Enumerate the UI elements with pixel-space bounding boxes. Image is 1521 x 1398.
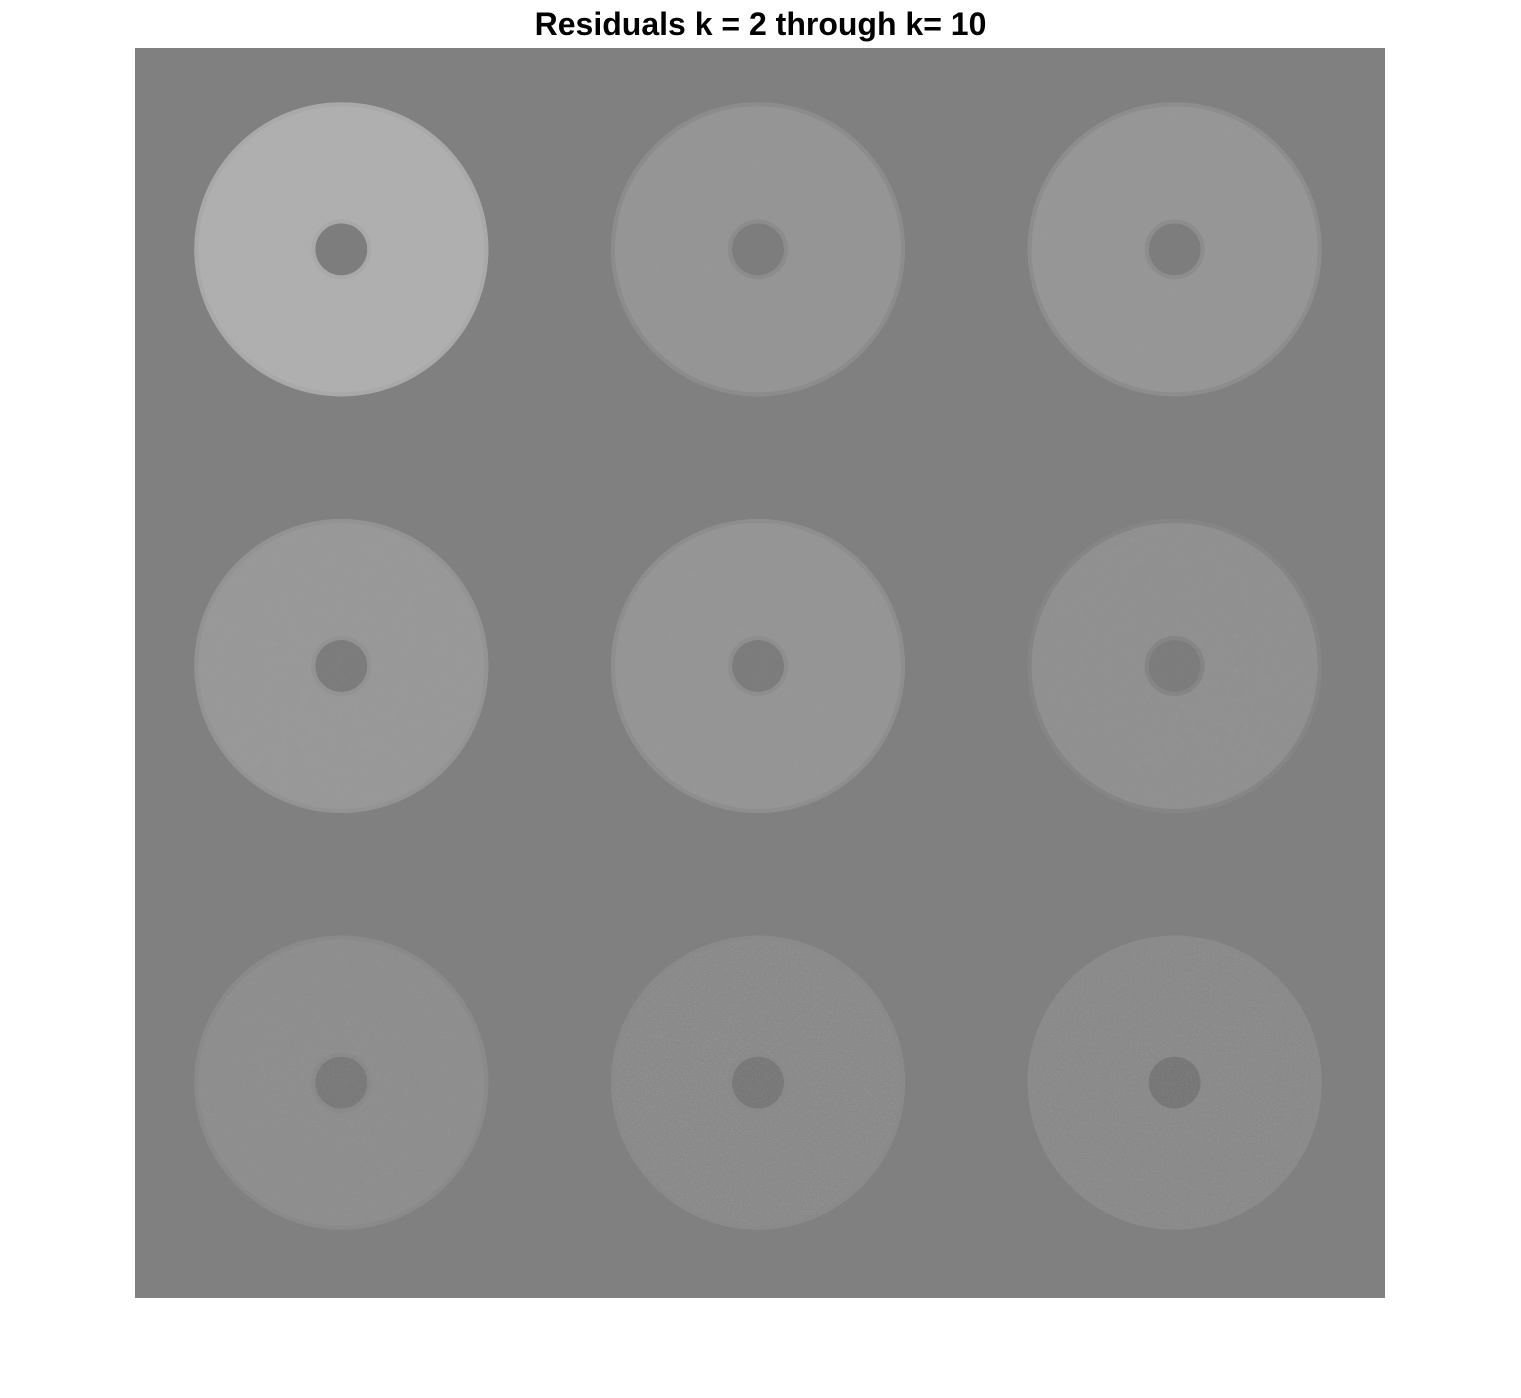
noise-texture (194, 102, 489, 397)
inner-rim (311, 219, 372, 280)
inner-rim (1144, 219, 1205, 280)
outer-rim (194, 102, 489, 397)
noise-texture (611, 935, 905, 1230)
outer-rim (194, 519, 489, 813)
outer-rim (1027, 519, 1322, 813)
shade-overlay (1027, 935, 1322, 1230)
residual-panel-k7 (1027, 519, 1322, 813)
inner-rim (728, 636, 788, 696)
inner-rim (728, 219, 788, 280)
residual-panel-k6 (611, 519, 905, 813)
noise-texture (194, 935, 489, 1230)
inner-rim (728, 1052, 788, 1113)
shade-overlay (611, 935, 905, 1230)
outer-rim (611, 102, 905, 397)
residual-montage (135, 48, 1385, 1298)
figure-title: Residuals k = 2 through k= 10 (534, 6, 987, 42)
inner-rim (1144, 636, 1205, 696)
outer-rim (611, 519, 905, 813)
inner-rim (311, 636, 372, 696)
noise-texture (1027, 102, 1322, 397)
outer-rim (1027, 935, 1322, 1230)
inner-rim (311, 1052, 372, 1113)
residual-panel-k5 (194, 519, 489, 813)
outer-rim (194, 935, 489, 1230)
residual-panel-k8 (194, 935, 489, 1230)
residual-panel-k9 (611, 935, 905, 1230)
inner-rim (1144, 1052, 1205, 1113)
noise-texture (194, 519, 489, 813)
residual-panel-k4 (1027, 102, 1322, 397)
montage-image (135, 48, 1385, 1298)
residual-panel-k3 (611, 102, 905, 397)
shade-overlay (194, 935, 489, 1230)
noise-texture (1027, 519, 1322, 813)
noise-texture (611, 102, 905, 397)
outer-rim (611, 935, 905, 1230)
noise-texture (611, 519, 905, 813)
residual-panel-k2 (194, 102, 489, 397)
outer-rim (1027, 102, 1322, 397)
residual-panel-k10 (1027, 935, 1322, 1230)
noise-texture (1027, 935, 1322, 1230)
